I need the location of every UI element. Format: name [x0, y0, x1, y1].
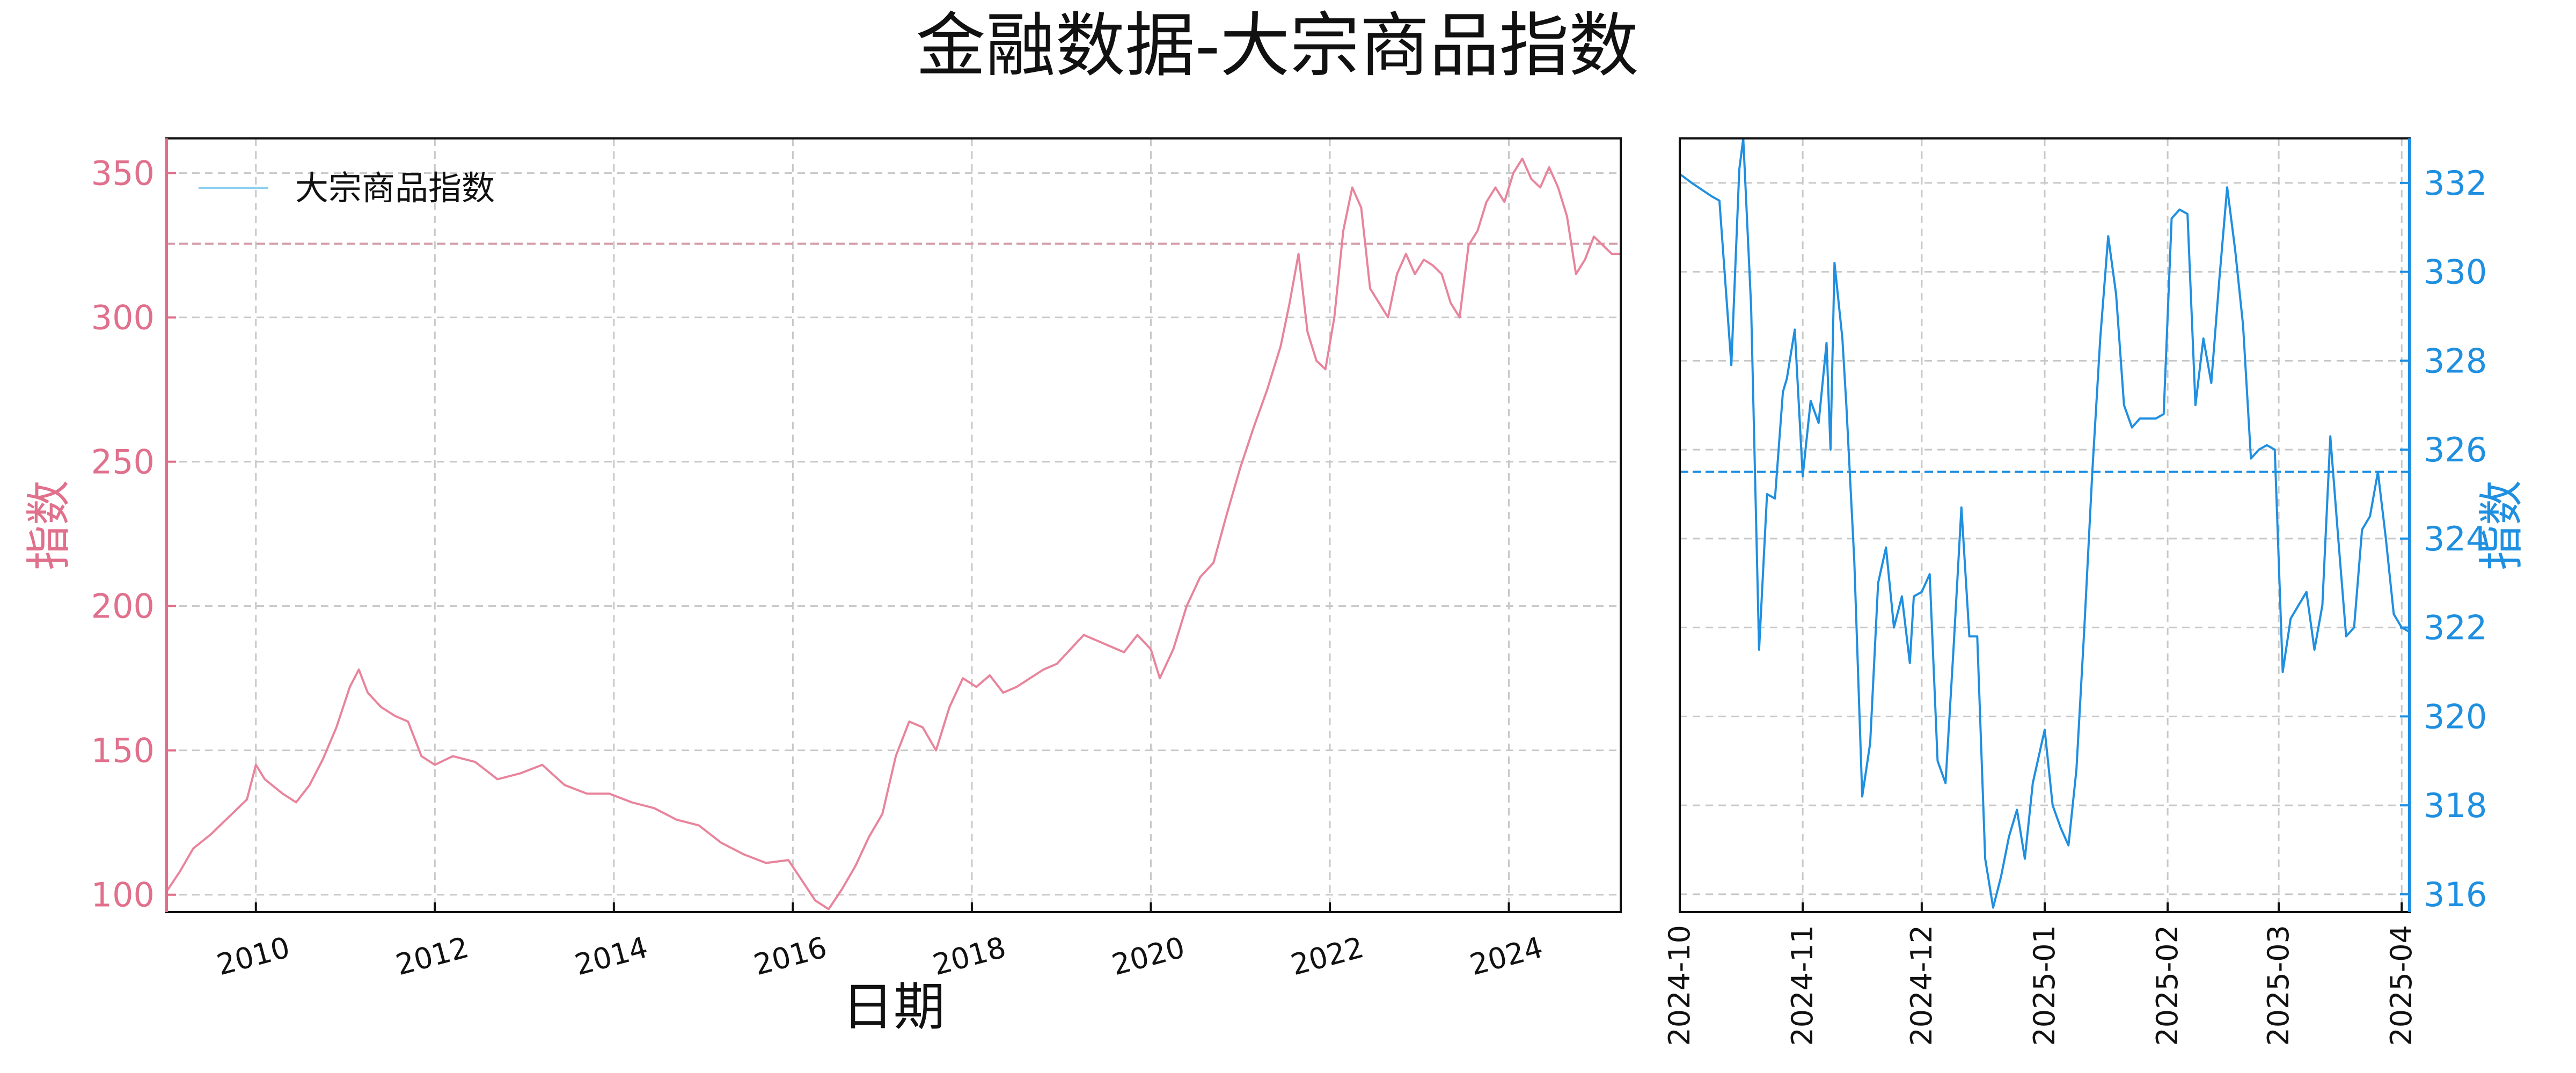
right-y-tick-label: 320	[2424, 697, 2487, 736]
left-y-tick-label: 300	[91, 298, 155, 337]
chart-title: 金融数据-大宗商品指数	[916, 5, 1639, 86]
right-x-tick-label: 2024-12	[1905, 925, 1938, 1046]
right-x-tick-label: 2025-01	[2028, 925, 2061, 1046]
right-y-tick-label: 330	[2424, 253, 2487, 292]
right-y-tick-label: 324	[2424, 519, 2487, 558]
right-x-tick-label: 2024-10	[1663, 925, 1696, 1046]
right-y-tick-label: 326	[2424, 430, 2487, 469]
right-y-tick-label: 332	[2424, 164, 2487, 203]
right-x-ticks: 2024-10 2024-11 2024-12 2025-01 2025-02 2025-…	[1663, 902, 2418, 1046]
left-y-tick-label: 150	[91, 731, 155, 770]
left-series-line	[165, 157, 1621, 910]
right-series-group	[1679, 137, 2410, 909]
right-gridlines	[1679, 138, 2410, 912]
left-y-tick-label: 350	[91, 154, 155, 193]
right-series-line	[1679, 137, 2410, 909]
right-y-tick-label: 328	[2424, 341, 2487, 380]
left-y-tick-label: 250	[91, 443, 155, 482]
left-y-axis-label: 指数	[23, 480, 75, 570]
left-series-group	[165, 157, 1621, 910]
right-y-tick-label: 318	[2424, 786, 2487, 825]
left-gridlines	[166, 138, 1621, 912]
left-x-axis-label: 日期	[842, 977, 945, 1037]
left-y-ticks: 100 150 200 250 300 350	[91, 154, 176, 915]
right-y-tick-label: 316	[2424, 875, 2487, 914]
legend-label: 大宗商品指数	[295, 168, 495, 208]
left-y-tick-label: 100	[91, 876, 155, 915]
right-x-tick-label: 2025-02	[2150, 925, 2184, 1046]
right-y-axis-label: 指数	[2475, 480, 2528, 570]
right-x-tick-label: 2024-11	[1785, 925, 1819, 1046]
right-x-tick-label: 2025-03	[2262, 925, 2295, 1046]
left-y-tick-label: 200	[91, 587, 155, 626]
right-y-ticks: 316 318 320 322 324 326 328 330 332	[2400, 164, 2487, 914]
right-y-tick-label: 322	[2424, 608, 2487, 648]
right-x-tick-label: 2025-04	[2384, 925, 2418, 1046]
legend: 大宗商品指数	[199, 168, 495, 208]
